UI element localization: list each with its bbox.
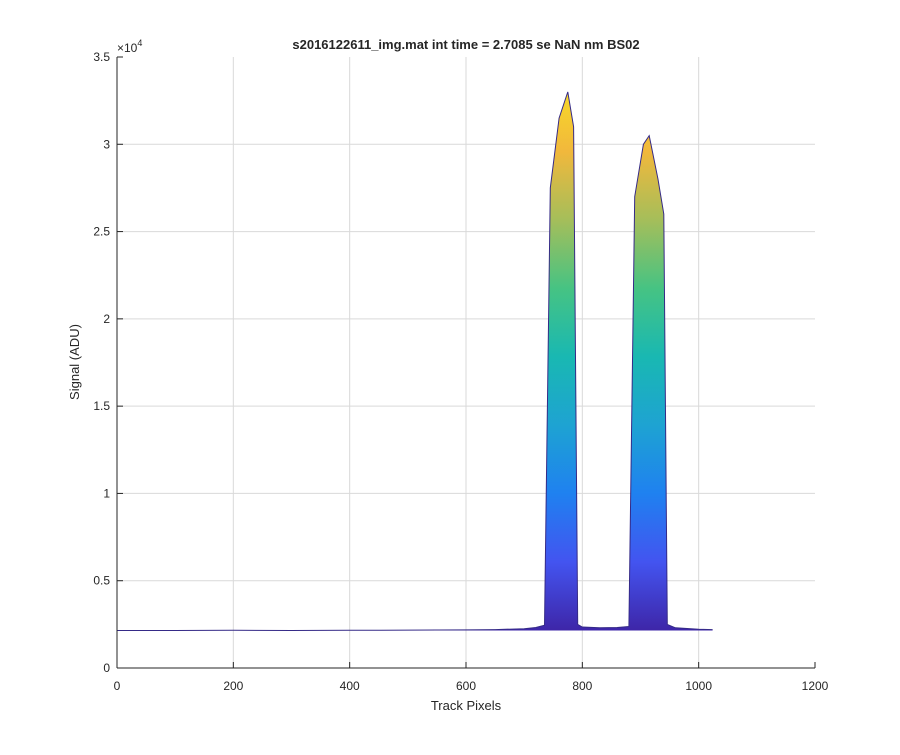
- x-tick-label: 800: [572, 679, 592, 693]
- x-tick-label: 0: [114, 679, 121, 693]
- y-tick-label: 1: [103, 486, 110, 500]
- x-tick-label: 1000: [685, 679, 712, 693]
- y-axis-label: Signal (ADU): [67, 324, 82, 400]
- grid: [117, 57, 815, 668]
- x-ticks: 0 200 400 600 800 1000 1200: [114, 662, 829, 693]
- y-tick-label: 0: [103, 661, 110, 675]
- y-exponent-power: 4: [137, 38, 142, 48]
- data-layer: [117, 91, 713, 632]
- y-exponent-label: ×104: [117, 38, 142, 55]
- x-axis-label: Track Pixels: [431, 698, 502, 713]
- signal-line: [117, 91, 713, 632]
- x-tick-label: 200: [223, 679, 243, 693]
- signal-area: [117, 91, 713, 631]
- y-tick-label: 3: [103, 137, 110, 151]
- y-exponent-base: ×10: [117, 41, 138, 55]
- x-tick-label: 1200: [802, 679, 829, 693]
- x-tick-label: 600: [456, 679, 476, 693]
- y-tick-label: 2: [103, 312, 110, 326]
- x-tick-label: 400: [340, 679, 360, 693]
- chart-title: s2016122611_img.mat int time = 2.7085 se…: [292, 37, 639, 52]
- y-tick-label: 3.5: [93, 50, 110, 64]
- y-tick-label: 1.5: [93, 399, 110, 413]
- y-tick-label: 0.5: [93, 574, 110, 588]
- y-ticks: 0 0.5 1 1.5 2 2.5 3 3.5: [93, 50, 123, 675]
- y-tick-label: 2.5: [93, 225, 110, 239]
